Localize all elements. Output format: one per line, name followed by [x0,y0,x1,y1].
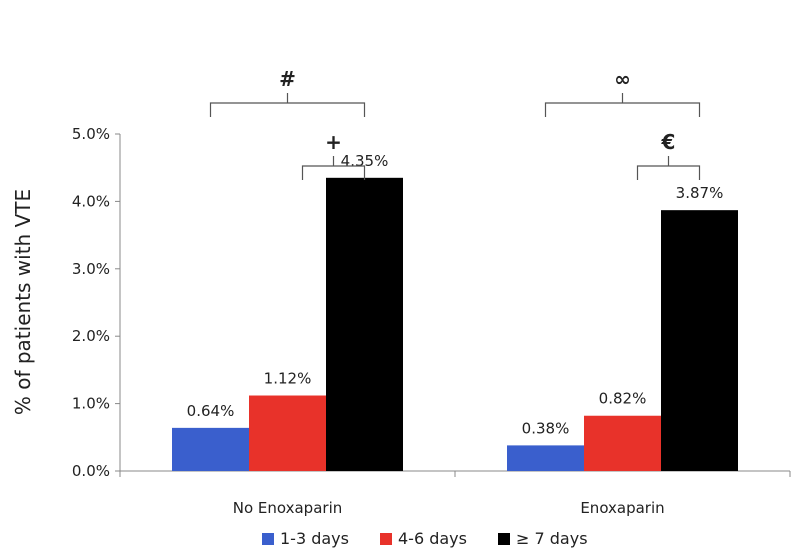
significance-bracket: ∞ [544,67,701,117]
significance-bracket: € [636,130,701,180]
y-tick-label: 4.0% [72,192,110,210]
bars [172,177,738,472]
significance-symbol: # [279,67,296,91]
significance-symbol: ∞ [614,67,631,91]
significance-symbol: + [325,130,342,154]
bar [661,210,738,472]
legend-label: 1-3 days [280,529,349,548]
y-tick-label: 2.0% [72,327,110,345]
data-labels: 0.64% 0.38% 1.12% 0.82% 4.35% 3.87% [187,152,724,438]
significance-bracket: + [301,130,366,180]
y-tick-label: 3.0% [72,260,110,278]
bar [172,427,249,471]
x-tick-label: Enoxaparin [580,499,664,517]
data-label: 0.38% [522,419,570,437]
data-label: 3.87% [676,184,724,202]
x-tick-label: No Enoxaparin [233,499,343,517]
legend-label: 4-6 days [398,529,467,548]
bracket-line [636,165,701,180]
legend-item: ≥ 7 days [498,529,588,548]
bar [507,445,584,471]
data-label: 1.12% [264,370,312,388]
bar [584,415,661,471]
y-tick-label: 0.0% [72,462,110,480]
legend-item: 4-6 days [380,529,467,548]
x-axis: No Enoxaparin Enoxaparin [119,470,791,517]
significance-bracket: # [209,67,366,117]
legend-item: 1-3 days [262,529,349,548]
y-tick-label: 5.0% [72,125,110,143]
bracket-line [544,102,701,117]
bar [249,395,326,471]
data-label: 0.64% [187,402,235,420]
legend-label: ≥ 7 days [516,529,588,548]
data-label: 4.35% [341,152,389,170]
legend: 1-3 days 4-6 days ≥ 7 days [262,529,588,548]
y-axis: 0.0% 1.0% 2.0% 3.0% 4.0% 5.0% [72,125,121,480]
bar [326,177,403,471]
legend-swatch [380,533,392,545]
data-label: 0.82% [599,390,647,408]
bracket-line [209,102,366,117]
significance-symbol: € [661,130,676,154]
legend-swatch [262,533,274,545]
significance-brackets: # + ∞ € [209,67,701,180]
y-tick-label: 1.0% [72,395,110,413]
y-axis-label: % of patients with VTE [11,189,35,415]
legend-swatch [498,533,510,545]
